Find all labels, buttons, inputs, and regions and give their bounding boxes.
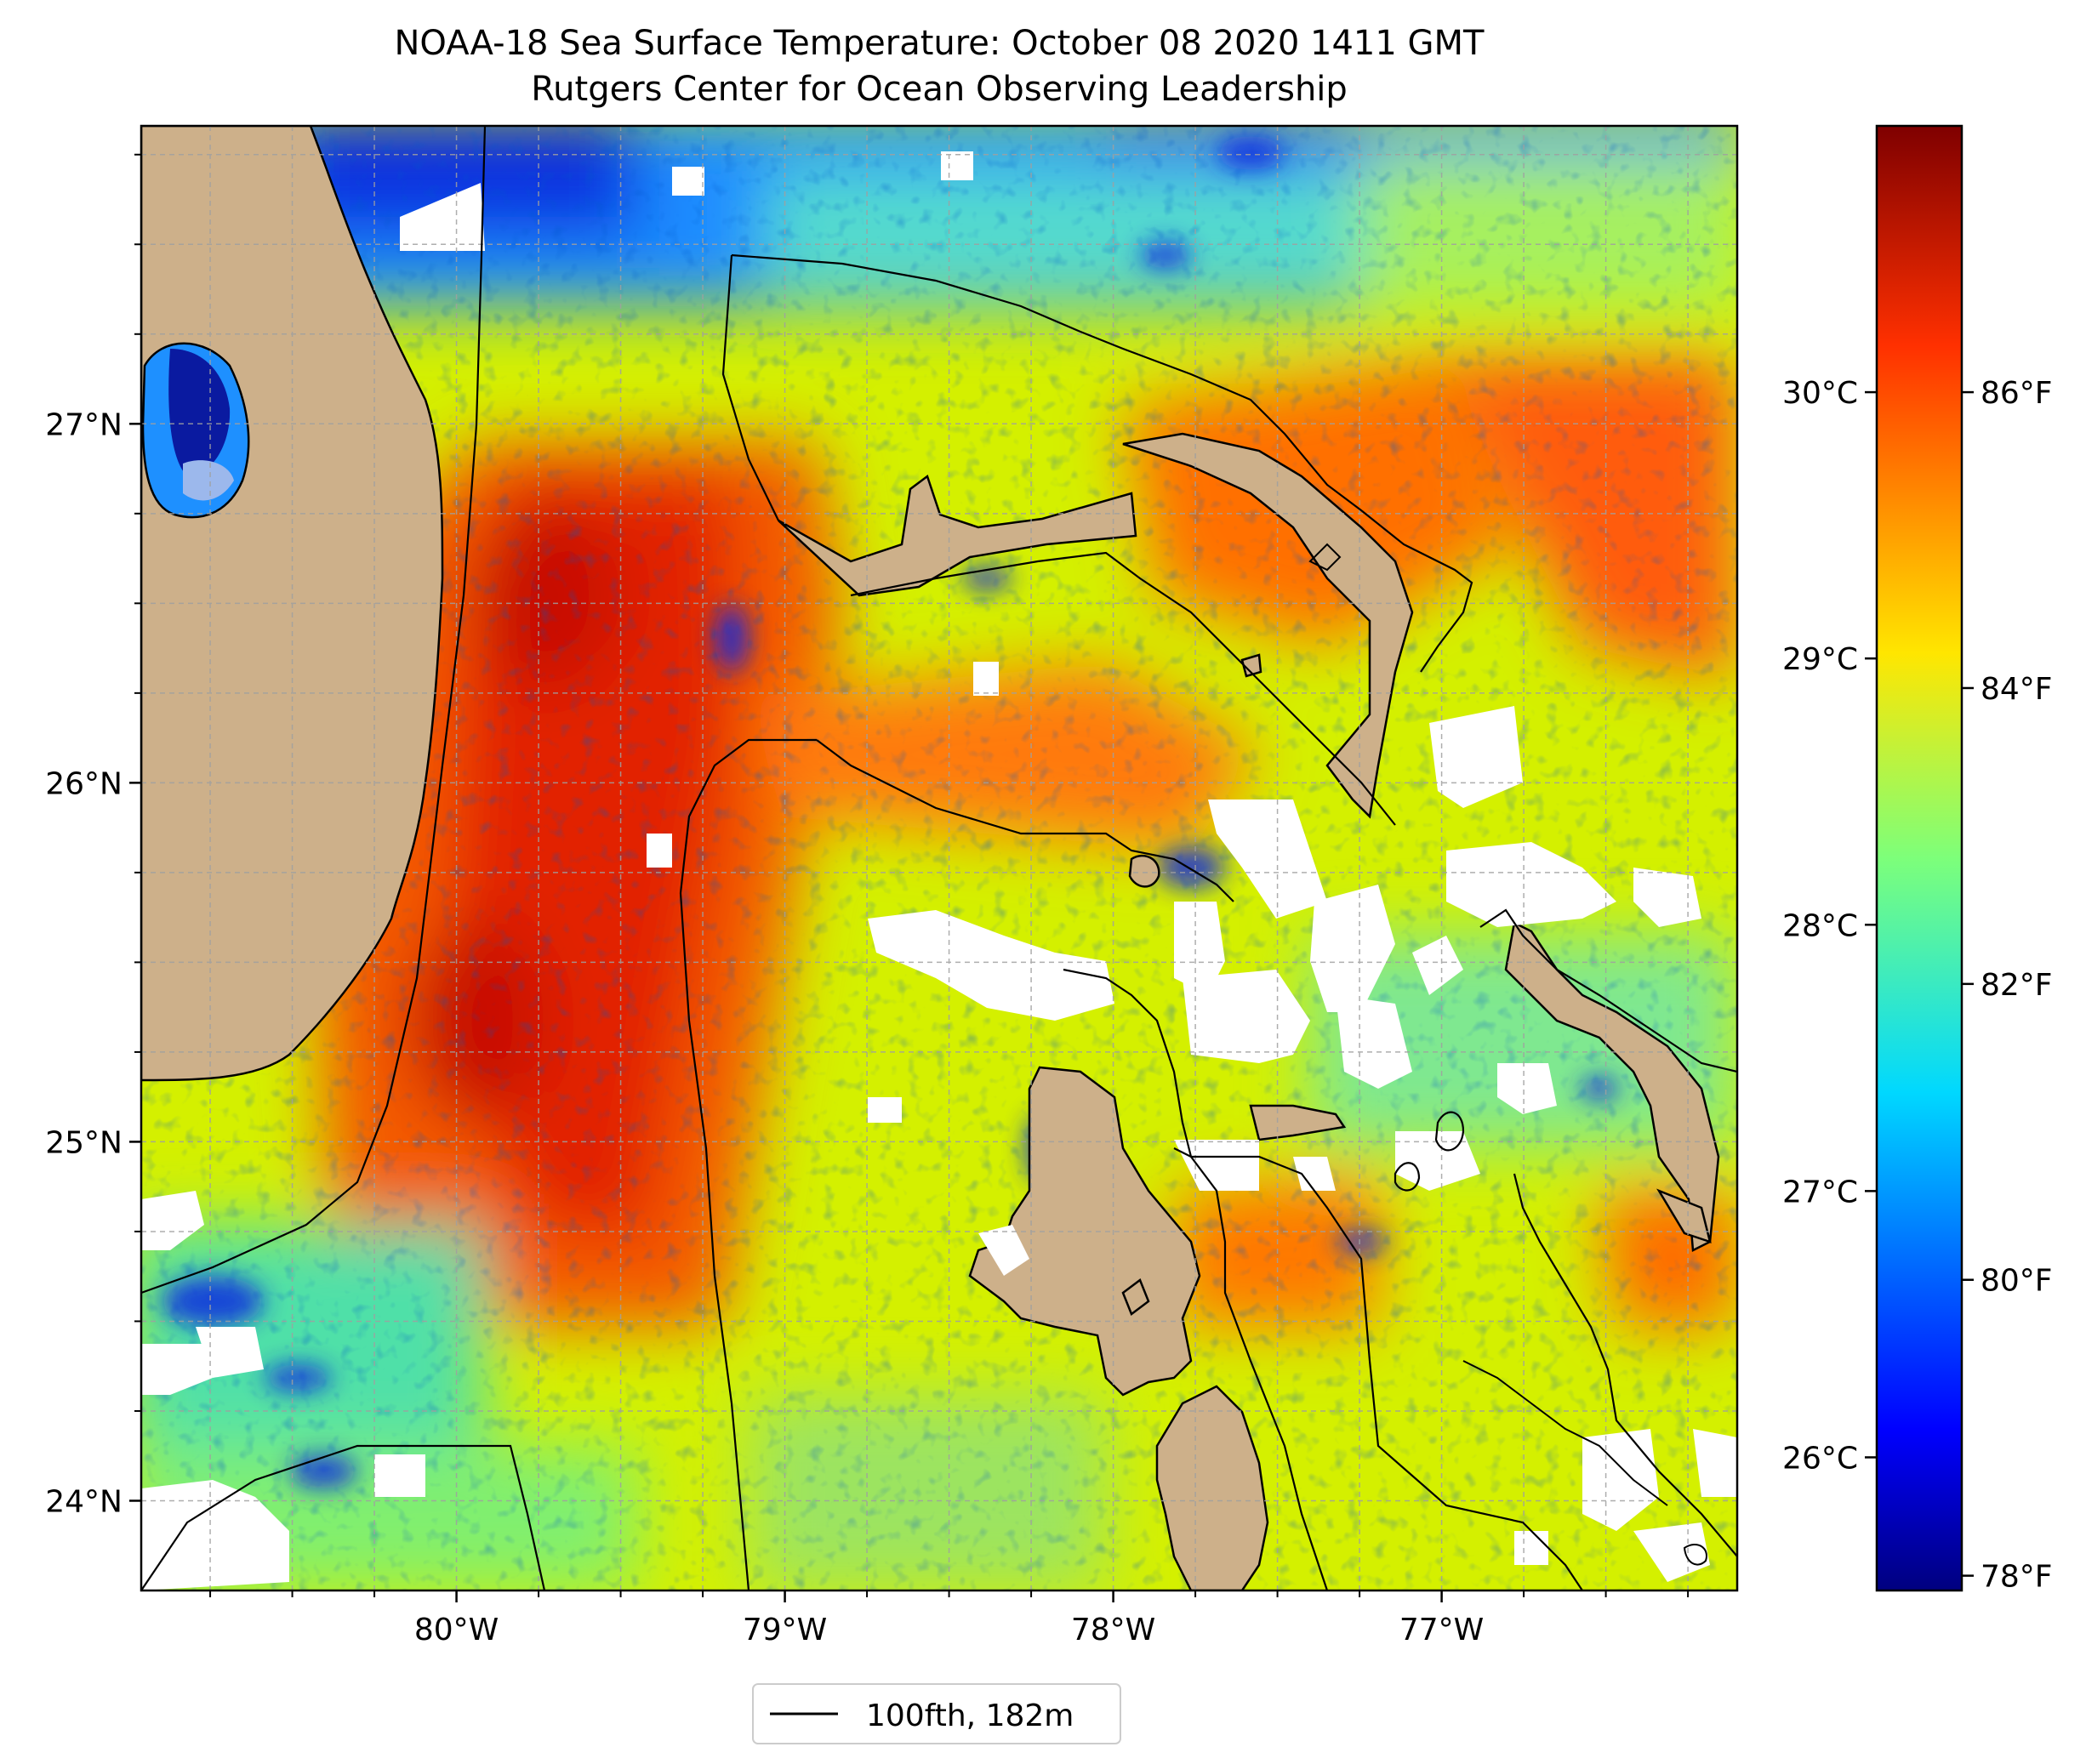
bahamas-land xyxy=(778,432,1720,1590)
x-tick-label: 78°W xyxy=(1071,1613,1155,1647)
colorbar-celsius-axis: 26°C 27°C 28°C 29°C 30°C xyxy=(1782,376,1877,1476)
colorbar-celsius-label: 30°C xyxy=(1782,376,1858,411)
colorbar-gradient xyxy=(1875,124,1963,1592)
colorbar-fahrenheit-label: 84°F xyxy=(1981,672,2053,707)
isobath-100fth xyxy=(141,126,1737,1590)
y-tick-label: 24°N xyxy=(45,1484,123,1519)
x-tick-label: 80°W xyxy=(414,1613,499,1647)
cloud-mask xyxy=(141,151,1737,1590)
lake-okeechobee xyxy=(143,343,249,518)
y-tick-label: 25°N xyxy=(45,1125,123,1160)
colorbar-celsius-label: 28°C xyxy=(1782,908,1858,943)
colorbar-celsius-label: 29°C xyxy=(1782,642,1858,677)
x-axis: 80°W 79°W 78°W 77°W xyxy=(209,1590,1690,1647)
gridlines xyxy=(141,126,1737,1590)
map-panel xyxy=(141,126,1737,1590)
x-tick-label: 77°W xyxy=(1399,1613,1484,1647)
colorbar-fahrenheit-axis: 78°F 80°F 82°F 84°F 86°F xyxy=(1962,376,2053,1595)
y-tick-label: 27°N xyxy=(45,407,123,442)
colorbar-fahrenheit-label: 86°F xyxy=(1981,376,2053,411)
title-line-1: NOAA-18 Sea Surface Temperature: October… xyxy=(395,24,1485,63)
colorbar-fahrenheit-label: 80°F xyxy=(1981,1264,2053,1299)
title-line-2: Rutgers Center for Ocean Observing Leade… xyxy=(531,70,1348,109)
colorbar-fahrenheit-label: 82°F xyxy=(1981,968,2053,1003)
y-tick-label: 26°N xyxy=(45,766,123,801)
colorbar-celsius-label: 26°C xyxy=(1782,1441,1858,1476)
legend-box xyxy=(752,1683,1121,1744)
map-frame xyxy=(140,124,1739,1592)
colorbar-fahrenheit-label: 78°F xyxy=(1981,1560,2053,1595)
y-axis: 24°N 25°N 26°N 27°N xyxy=(45,153,141,1519)
coastline xyxy=(1308,543,1707,1566)
colorbar-celsius-label: 27°C xyxy=(1782,1175,1858,1209)
legend: 100fth, 182m xyxy=(752,1683,1121,1744)
colorbar: 26°C 27°C 28°C 29°C 30°C 78°F 80°F 82°F 84°F 86°… xyxy=(1782,124,2053,1595)
legend-label: 100fth, 182m xyxy=(866,1699,1074,1733)
x-tick-label: 79°W xyxy=(743,1613,827,1647)
